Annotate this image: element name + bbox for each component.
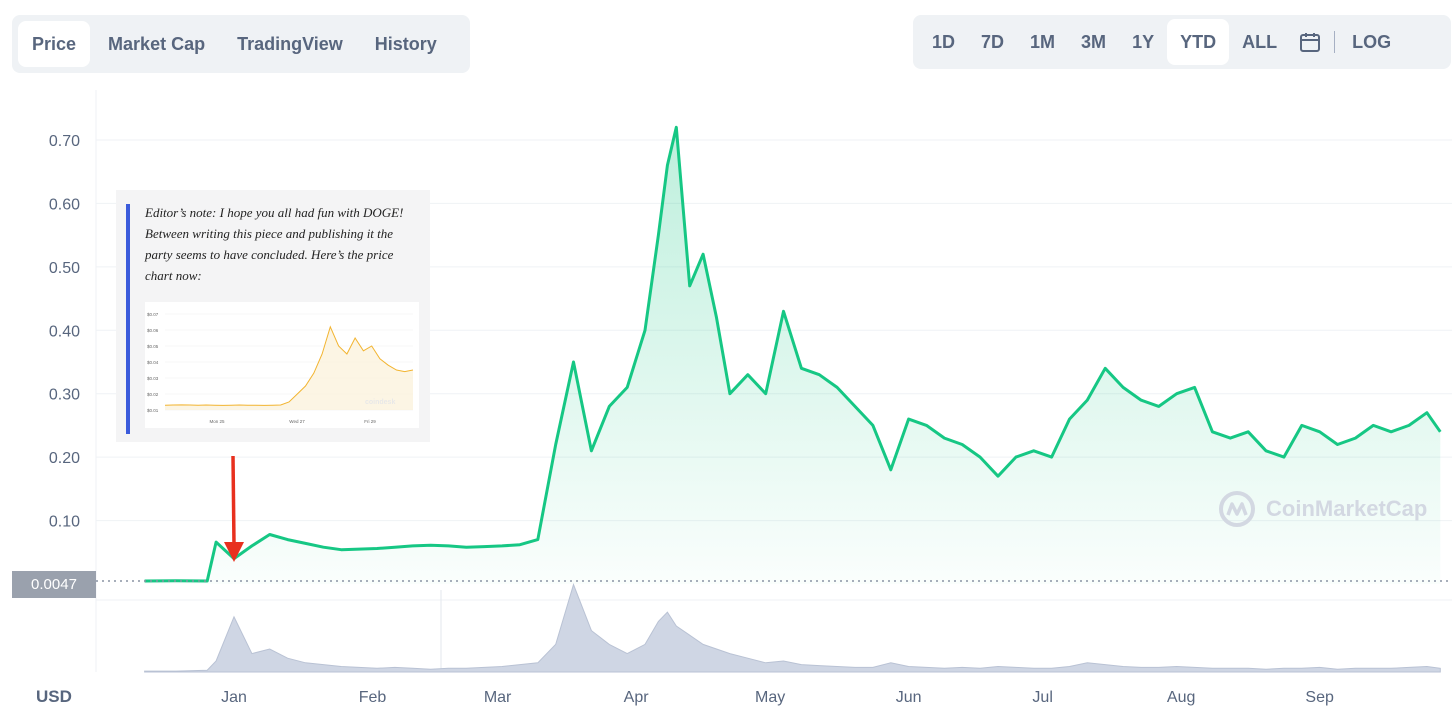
- x-tick-label: Apr: [624, 689, 650, 706]
- editor-note-text: Editor’s note: I hope you all had fun wi…: [145, 205, 404, 283]
- inset-y-tick-label: $0.07: [147, 312, 159, 317]
- y-tick-label: 0.60: [49, 196, 80, 213]
- inset-x-tick-label: Mon 25: [209, 419, 225, 424]
- y-tick-label: 0.10: [49, 514, 80, 531]
- range-ytd-button[interactable]: YTD: [1167, 19, 1230, 65]
- tab-history[interactable]: History: [374, 34, 437, 54]
- annotation-arrow: [224, 455, 244, 562]
- x-tick-label: Sep: [1305, 689, 1334, 706]
- calendar-icon[interactable]: [1290, 19, 1330, 65]
- range-all-button[interactable]: ALL: [1242, 32, 1278, 52]
- y-tick-label: 0.70: [49, 133, 80, 150]
- inset-x-tick-label: Fri 29: [364, 419, 376, 424]
- range-1m-button[interactable]: 1M: [1030, 32, 1056, 52]
- editor-note-card: Editor’s note: I hope you all had fun wi…: [116, 190, 430, 442]
- chart-view-tabs: Price Market Cap TradingView History: [12, 15, 470, 73]
- x-tick-label: Mar: [484, 689, 512, 706]
- range-1d-button[interactable]: 1D: [932, 32, 956, 52]
- inset-watermark: coindesk: [365, 399, 395, 406]
- volume-area: [144, 583, 1441, 673]
- log-scale-button[interactable]: LOG: [1352, 32, 1392, 52]
- x-tick-label: Jun: [896, 689, 922, 706]
- coinmarketcap-watermark: CoinMarketCap: [1218, 490, 1427, 528]
- y-tick-label: 0.50: [49, 260, 80, 277]
- inset-price-line: [164, 325, 414, 406]
- x-tick-label: Jul: [1032, 689, 1052, 706]
- current-price-badge: 0.0047: [12, 571, 96, 598]
- inset-y-tick-label: $0.05: [147, 344, 159, 349]
- tab-market-cap[interactable]: Market Cap: [108, 34, 206, 54]
- tab-tradingview[interactable]: TradingView: [237, 34, 343, 54]
- y-tick-label: 0.20: [49, 450, 80, 467]
- time-range-selector: 1D 7D 1M 3M 1Y YTD ALL LOG: [913, 15, 1451, 69]
- x-tick-label: Aug: [1167, 689, 1195, 706]
- inset-y-tick-label: $0.03: [147, 376, 159, 381]
- y-axis-unit-label: USD: [36, 687, 72, 706]
- price-area: [144, 127, 1441, 585]
- x-tick-label: Jan: [221, 689, 247, 706]
- inset-x-tick-label: Wed 27: [289, 419, 305, 424]
- y-tick-label: 0.30: [49, 387, 80, 404]
- inset-y-tick-label: $0.04: [147, 360, 159, 365]
- x-tick-label: May: [755, 689, 785, 706]
- y-tick-label: 0.40: [49, 323, 80, 340]
- inset-price-chart: $0.07 $0.06 $0.05 $0.04 $0.03 $0.02 $0.01 Mon 2…: [145, 302, 419, 428]
- watermark-text: CoinMarketCap: [1266, 496, 1428, 521]
- divider: [1334, 31, 1336, 53]
- inset-y-tick-label: $0.01: [147, 408, 159, 413]
- range-7d-button[interactable]: 7D: [981, 32, 1005, 52]
- tab-price[interactable]: Price: [18, 21, 91, 67]
- inset-price-area: [165, 326, 413, 410]
- range-1y-button[interactable]: 1Y: [1132, 32, 1155, 52]
- price-line: [144, 125, 1442, 583]
- x-tick-label: Feb: [359, 689, 387, 706]
- range-3m-button[interactable]: 3M: [1081, 32, 1107, 52]
- inset-y-tick-label: $0.06: [147, 328, 159, 333]
- note-accent-bar: [126, 204, 130, 434]
- inset-y-tick-label: $0.02: [147, 392, 159, 397]
- coinmarketcap-logo-icon: [1219, 491, 1255, 527]
